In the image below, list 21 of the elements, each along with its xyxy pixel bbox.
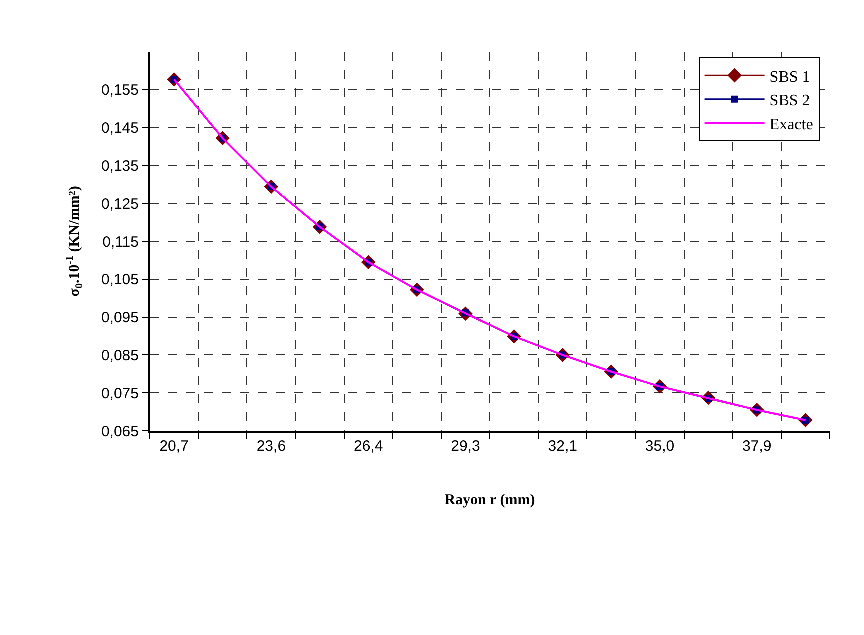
- y-tick-label: 0,115: [102, 234, 139, 251]
- legend-label: SBS 1: [770, 68, 810, 86]
- y-tick-label: 0,085: [101, 347, 139, 364]
- y-tick-label: 0,155: [101, 82, 139, 100]
- y-tick-label: 0,135: [101, 158, 139, 175]
- x-axis-title: Rayon r (mm): [444, 492, 536, 508]
- y-tick-label: 0,145: [101, 120, 139, 138]
- y-tick-label: 0,065: [101, 423, 139, 440]
- x-tick-label: 20,7: [160, 438, 189, 455]
- y-tick-label: 0,105: [101, 272, 139, 289]
- y-tick-label: 0,095: [101, 310, 139, 327]
- legend-label: Exacte: [770, 116, 814, 134]
- x-tick-label: 37,9: [742, 438, 772, 455]
- x-tick-label: 23,6: [256, 438, 286, 455]
- x-tick-label: 29,3: [451, 438, 480, 455]
- y-tick-label: 0,075: [101, 385, 139, 402]
- x-tick-label: 26,4: [354, 438, 384, 455]
- x-tick-label: 35,0: [645, 438, 675, 455]
- x-tick-label: 32,1: [548, 438, 578, 455]
- y-tick-label: 0,125: [101, 196, 139, 213]
- legend-label: SBS 2: [770, 92, 810, 110]
